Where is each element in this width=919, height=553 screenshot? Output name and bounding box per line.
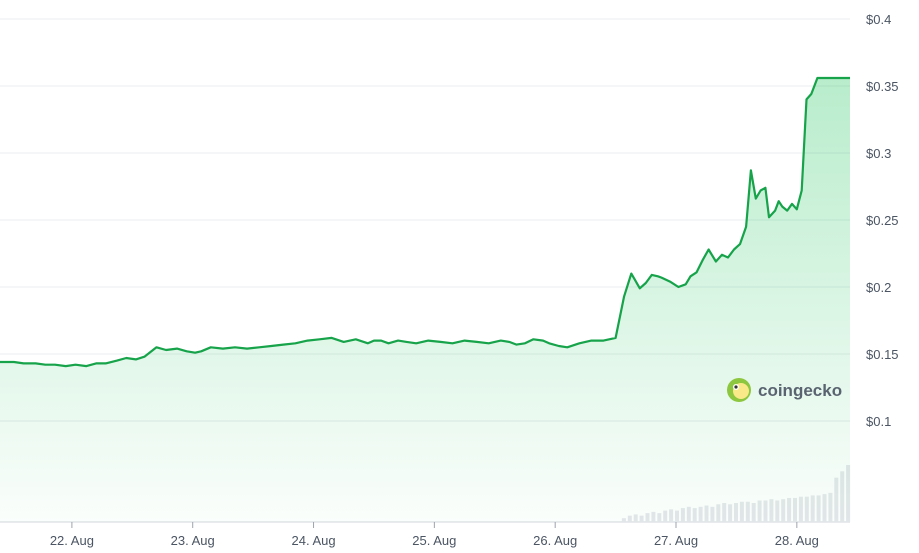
y-axis-ticks: $0.4 $0.35 $0.3 $0.25 $0.2 $0.15 $0.1	[866, 12, 899, 429]
x-tick-label: 24. Aug	[291, 533, 335, 548]
x-tick-label: 23. Aug	[171, 533, 215, 548]
y-tick-label: $0.4	[866, 12, 891, 27]
y-tick-label: $0.35	[866, 79, 899, 94]
x-axis-ticks: 22. Aug 23. Aug 24. Aug 25. Aug 26. Aug 27. A…	[50, 522, 819, 548]
x-tick-label: 27. Aug	[654, 533, 698, 548]
y-tick-label: $0.15	[866, 347, 899, 362]
watermark-text: coingecko	[758, 381, 842, 400]
price-line	[0, 76, 850, 368]
price-area	[0, 78, 850, 522]
coingecko-gecko-icon	[727, 378, 751, 402]
coingecko-watermark: coingecko	[727, 378, 842, 402]
x-tick-label: 25. Aug	[412, 533, 456, 548]
x-tick-label: 28. Aug	[775, 533, 819, 548]
x-tick-label: 22. Aug	[50, 533, 94, 548]
y-tick-label: $0.25	[866, 213, 899, 228]
y-tick-label: $0.1	[866, 414, 891, 429]
y-tick-label: $0.2	[866, 280, 891, 295]
x-tick-label: 26. Aug	[533, 533, 577, 548]
y-tick-label: $0.3	[866, 146, 891, 161]
